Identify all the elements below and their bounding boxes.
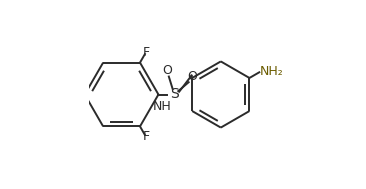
Text: S: S <box>170 88 179 101</box>
Text: F: F <box>142 46 149 59</box>
Text: O: O <box>187 70 197 83</box>
Text: NH₂: NH₂ <box>260 65 284 78</box>
Text: F: F <box>142 130 149 143</box>
Text: O: O <box>162 64 172 77</box>
Text: NH: NH <box>153 100 171 113</box>
